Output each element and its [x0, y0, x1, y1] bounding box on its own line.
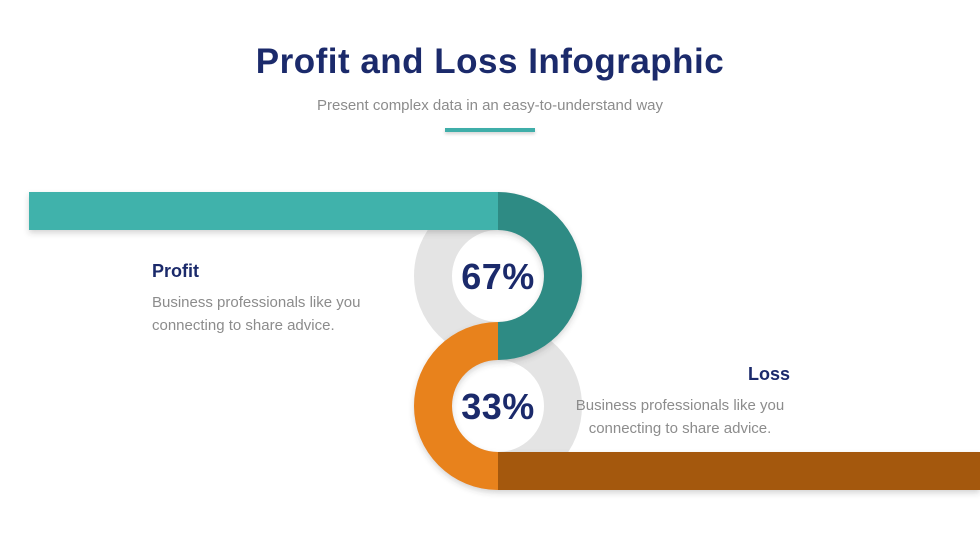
loss-percentage: 33% [461, 386, 535, 427]
profit-percentage: 67% [461, 256, 535, 297]
profit-label: Profit [152, 261, 199, 281]
loss-label-block: Loss Business professionals like you con… [570, 364, 790, 440]
page-subtitle: Present complex data in an easy-to-under… [316, 97, 664, 114]
profit-arc [498, 192, 582, 360]
profit-label-block: Profit Business professionals like you c… [152, 261, 372, 337]
profit-flow-bar [29, 192, 498, 230]
loss-label: Loss [747, 364, 790, 384]
title-underline-accent [445, 128, 535, 132]
profit-description: Business professionals like you connecti… [152, 294, 361, 334]
page-title: Profit and Loss Infographic [255, 42, 725, 81]
loss-flow-bar [498, 452, 980, 490]
loss-arc [414, 322, 498, 490]
loss-description: Business professionals like you connecti… [575, 397, 785, 437]
